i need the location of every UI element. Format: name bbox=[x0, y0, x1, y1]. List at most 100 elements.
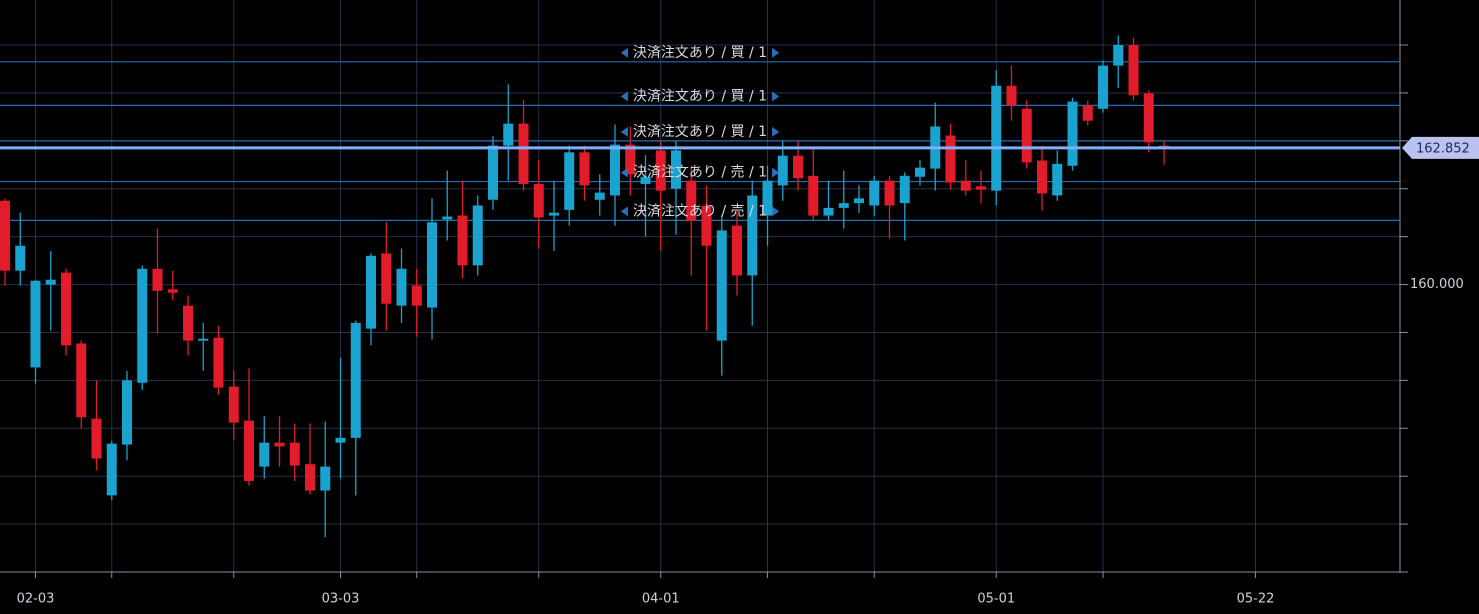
candle-body bbox=[457, 215, 468, 266]
candle-body bbox=[808, 175, 819, 216]
candle-body bbox=[91, 418, 102, 459]
candle-body bbox=[655, 150, 666, 191]
price-box bbox=[1402, 136, 1479, 159]
candle-body bbox=[1082, 105, 1093, 121]
candle-body bbox=[137, 268, 148, 383]
candle-body bbox=[686, 180, 697, 221]
order-arrow-right bbox=[772, 47, 780, 58]
order-arrow-right bbox=[772, 167, 780, 178]
order-arrow-right bbox=[772, 206, 780, 217]
order-label: 決済注文あり / 買 / 1 bbox=[633, 124, 767, 140]
candle-body bbox=[167, 289, 178, 293]
candle-body bbox=[472, 205, 483, 266]
candle-body bbox=[274, 442, 285, 447]
candle-body bbox=[640, 176, 651, 184]
candle-body bbox=[732, 225, 742, 276]
candle-body bbox=[381, 253, 392, 304]
candle-body bbox=[305, 464, 315, 491]
candle-body bbox=[335, 437, 346, 443]
order-label: 決済注文あり / 売 / 1 bbox=[633, 203, 767, 219]
candle-body bbox=[701, 205, 712, 246]
candle-body bbox=[762, 180, 773, 216]
x-tick-label: 05-01 bbox=[977, 592, 1015, 607]
candle-body bbox=[869, 180, 880, 206]
candle-body bbox=[945, 135, 956, 183]
candle-body bbox=[213, 337, 224, 388]
candle-body bbox=[61, 272, 71, 346]
candle-body bbox=[244, 420, 254, 481]
candle-body bbox=[823, 207, 834, 216]
order-arrow-left bbox=[620, 206, 628, 217]
candle-body bbox=[1037, 160, 1047, 194]
candle-body bbox=[289, 442, 300, 466]
candle-body bbox=[45, 279, 56, 285]
order-arrow-left bbox=[620, 91, 628, 102]
candle-body bbox=[1128, 45, 1139, 96]
x-tick-label: 05-22 bbox=[1237, 592, 1275, 607]
candle-body bbox=[564, 152, 575, 210]
candle-body bbox=[183, 305, 193, 341]
candle-body bbox=[1052, 163, 1063, 196]
candle-body bbox=[152, 268, 163, 291]
candle-body bbox=[777, 155, 788, 186]
candle-body bbox=[625, 144, 636, 175]
order-label: 決済注文あり / 買 / 1 bbox=[633, 88, 767, 104]
candle-body bbox=[427, 222, 437, 308]
order-arrow-left bbox=[620, 126, 628, 137]
order-label: 決済注文あり / 売 / 1 bbox=[633, 165, 767, 181]
candle-body bbox=[106, 443, 117, 496]
candle-body bbox=[366, 255, 376, 329]
candle-body bbox=[671, 150, 681, 189]
candle-body bbox=[15, 245, 26, 271]
candle-body bbox=[854, 198, 864, 204]
candle-body bbox=[503, 123, 514, 146]
candle-body bbox=[533, 183, 544, 218]
order-arrow-left bbox=[620, 47, 628, 58]
candle-body bbox=[411, 285, 422, 306]
candle-body bbox=[1113, 45, 1124, 66]
candle-body bbox=[579, 152, 590, 186]
candle-body bbox=[1021, 108, 1032, 163]
candle-body bbox=[549, 212, 559, 216]
y-tick-label: 160.000 bbox=[1410, 277, 1464, 292]
order-arrow-right bbox=[772, 126, 780, 137]
order-arrow-right bbox=[772, 91, 780, 102]
candle-body bbox=[259, 442, 270, 467]
candle-body bbox=[76, 343, 87, 418]
x-tick-label: 03-03 bbox=[322, 592, 360, 607]
x-tick-label: 04-01 bbox=[642, 592, 680, 607]
candle-body bbox=[716, 230, 727, 341]
candle-body bbox=[976, 186, 986, 190]
current-price-label: 162.852 bbox=[1416, 141, 1470, 156]
candle-body bbox=[320, 466, 331, 491]
candle-body bbox=[960, 180, 971, 191]
candle-body bbox=[396, 268, 407, 306]
candle-body bbox=[350, 322, 361, 438]
candle-body bbox=[899, 175, 910, 204]
candle-body bbox=[442, 216, 453, 220]
candle-body bbox=[228, 386, 239, 423]
candle-body bbox=[793, 155, 803, 179]
candle-body bbox=[488, 145, 498, 200]
order-label: 決済注文あり / 買 / 1 bbox=[633, 45, 767, 61]
candle-body bbox=[915, 167, 925, 177]
candle-body bbox=[30, 280, 41, 368]
candle-body bbox=[884, 180, 895, 206]
order-arrow-left bbox=[620, 167, 628, 178]
candle-body bbox=[991, 85, 1002, 191]
candle-body bbox=[594, 192, 605, 200]
candle-body bbox=[198, 338, 209, 341]
candle-body bbox=[610, 144, 620, 196]
x-tick-label: 02-03 bbox=[17, 592, 55, 607]
candle-body bbox=[1098, 65, 1108, 109]
candle-body bbox=[747, 195, 758, 276]
candle-body bbox=[1143, 93, 1154, 143]
candle-body bbox=[838, 203, 849, 208]
candle-body bbox=[518, 123, 529, 184]
candle-body bbox=[0, 200, 10, 271]
candle-body bbox=[1006, 85, 1017, 106]
candle-body bbox=[122, 380, 132, 445]
